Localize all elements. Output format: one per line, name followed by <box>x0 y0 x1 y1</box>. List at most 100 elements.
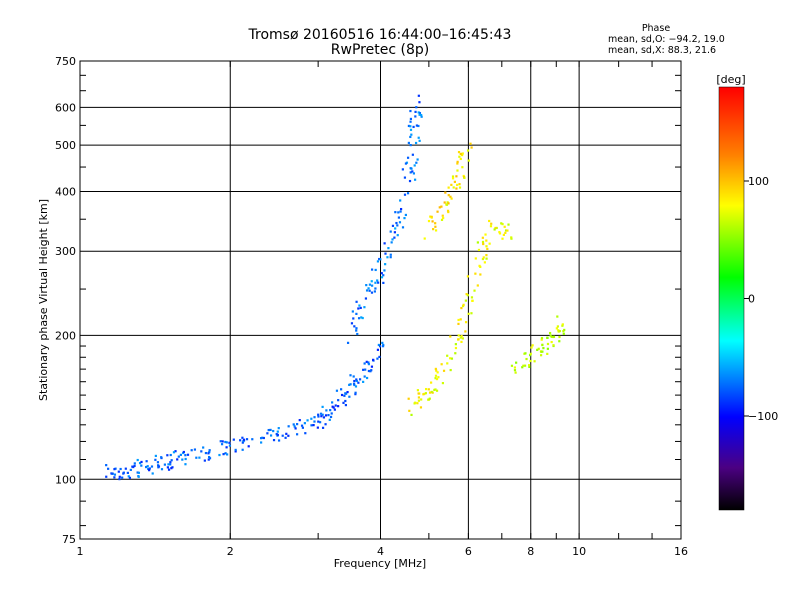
data-point <box>354 385 358 388</box>
data-point <box>353 379 356 383</box>
data-point <box>383 269 386 272</box>
data-point <box>466 294 469 297</box>
data-point <box>482 242 485 246</box>
data-point <box>409 171 412 174</box>
data-point <box>355 300 358 303</box>
data-point <box>479 273 482 276</box>
data-point <box>411 153 414 156</box>
data-point <box>412 172 416 175</box>
data-point <box>355 378 358 381</box>
data-point <box>432 228 435 231</box>
x-tick-label: 1 <box>77 545 84 558</box>
data-point <box>411 170 414 173</box>
data-point <box>476 284 479 287</box>
data-point <box>167 468 171 471</box>
data-point <box>474 272 477 275</box>
data-point <box>464 321 468 324</box>
data-point <box>133 464 136 468</box>
data-point <box>382 281 385 285</box>
colorbar: [deg] 100 0 −100 <box>716 73 778 511</box>
data-point <box>356 332 359 336</box>
y-tick-labels: 75 100 200 300 400 500 600 750 <box>55 55 76 546</box>
data-point <box>272 429 275 433</box>
x-tick-labels: 1 2 4 6 8 10 16 <box>77 545 689 558</box>
data-point <box>118 478 121 481</box>
data-point <box>410 133 413 136</box>
x-tick-label: 8 <box>527 545 534 558</box>
data-point <box>331 401 334 404</box>
data-point <box>558 329 561 333</box>
y-tick-label: 300 <box>55 245 76 258</box>
data-point <box>416 389 420 392</box>
chart-subtitle: RwPretec (8p) <box>331 42 429 58</box>
data-point <box>181 458 184 461</box>
data-point <box>225 441 228 444</box>
data-point <box>447 202 450 205</box>
data-point <box>450 197 453 200</box>
data-point <box>546 347 549 350</box>
data-point <box>401 168 404 171</box>
data-point <box>362 380 365 383</box>
data-point <box>504 229 508 232</box>
data-point <box>404 213 407 217</box>
data-point <box>494 226 497 230</box>
data-point <box>145 460 148 463</box>
data-point <box>294 427 297 430</box>
data-point <box>449 335 452 338</box>
data-point <box>501 222 504 226</box>
data-point <box>377 281 380 284</box>
data-point <box>276 430 279 433</box>
data-point <box>376 348 380 351</box>
data-point <box>207 458 210 461</box>
data-point <box>407 397 410 400</box>
data-point <box>221 440 224 443</box>
data-point <box>365 284 368 287</box>
data-point <box>401 226 405 229</box>
data-point <box>529 352 532 355</box>
data-point <box>451 175 455 178</box>
data-point <box>317 420 320 423</box>
data-point <box>121 476 124 479</box>
data-point <box>461 304 465 308</box>
data-point <box>556 315 559 318</box>
data-point <box>129 468 132 471</box>
data-point <box>549 334 552 337</box>
data-point <box>485 257 488 260</box>
data-point <box>337 405 340 408</box>
data-point <box>394 227 397 230</box>
data-point <box>292 423 295 426</box>
data-point <box>447 186 450 189</box>
data-point <box>460 306 463 310</box>
data-point <box>416 158 419 161</box>
data-point <box>415 124 418 127</box>
data-point <box>562 330 565 333</box>
data-point <box>344 403 347 407</box>
data-point <box>546 336 549 339</box>
data-point <box>370 291 374 294</box>
data-point <box>540 338 543 341</box>
data-point <box>490 222 493 225</box>
data-point <box>219 440 222 443</box>
data-point <box>556 325 560 328</box>
data-point <box>507 223 510 226</box>
data-point <box>415 161 418 164</box>
data-point <box>245 438 249 441</box>
data-point <box>370 268 374 271</box>
data-point <box>354 391 357 394</box>
data-point <box>429 215 432 218</box>
data-point <box>409 128 413 131</box>
data-point <box>276 433 279 437</box>
axis-ticks <box>79 61 682 539</box>
data-point <box>166 454 169 457</box>
data-point <box>542 347 545 350</box>
data-point <box>349 383 352 386</box>
data-point <box>272 439 276 442</box>
data-point <box>436 371 439 374</box>
data-point <box>144 465 148 469</box>
data-point <box>428 391 432 394</box>
data-point <box>546 342 550 346</box>
data-point <box>198 456 201 459</box>
data-point <box>310 417 313 420</box>
data-point <box>363 362 366 365</box>
phase-stats-x: mean, sd,X: 88.3, 21.6 <box>608 45 716 56</box>
